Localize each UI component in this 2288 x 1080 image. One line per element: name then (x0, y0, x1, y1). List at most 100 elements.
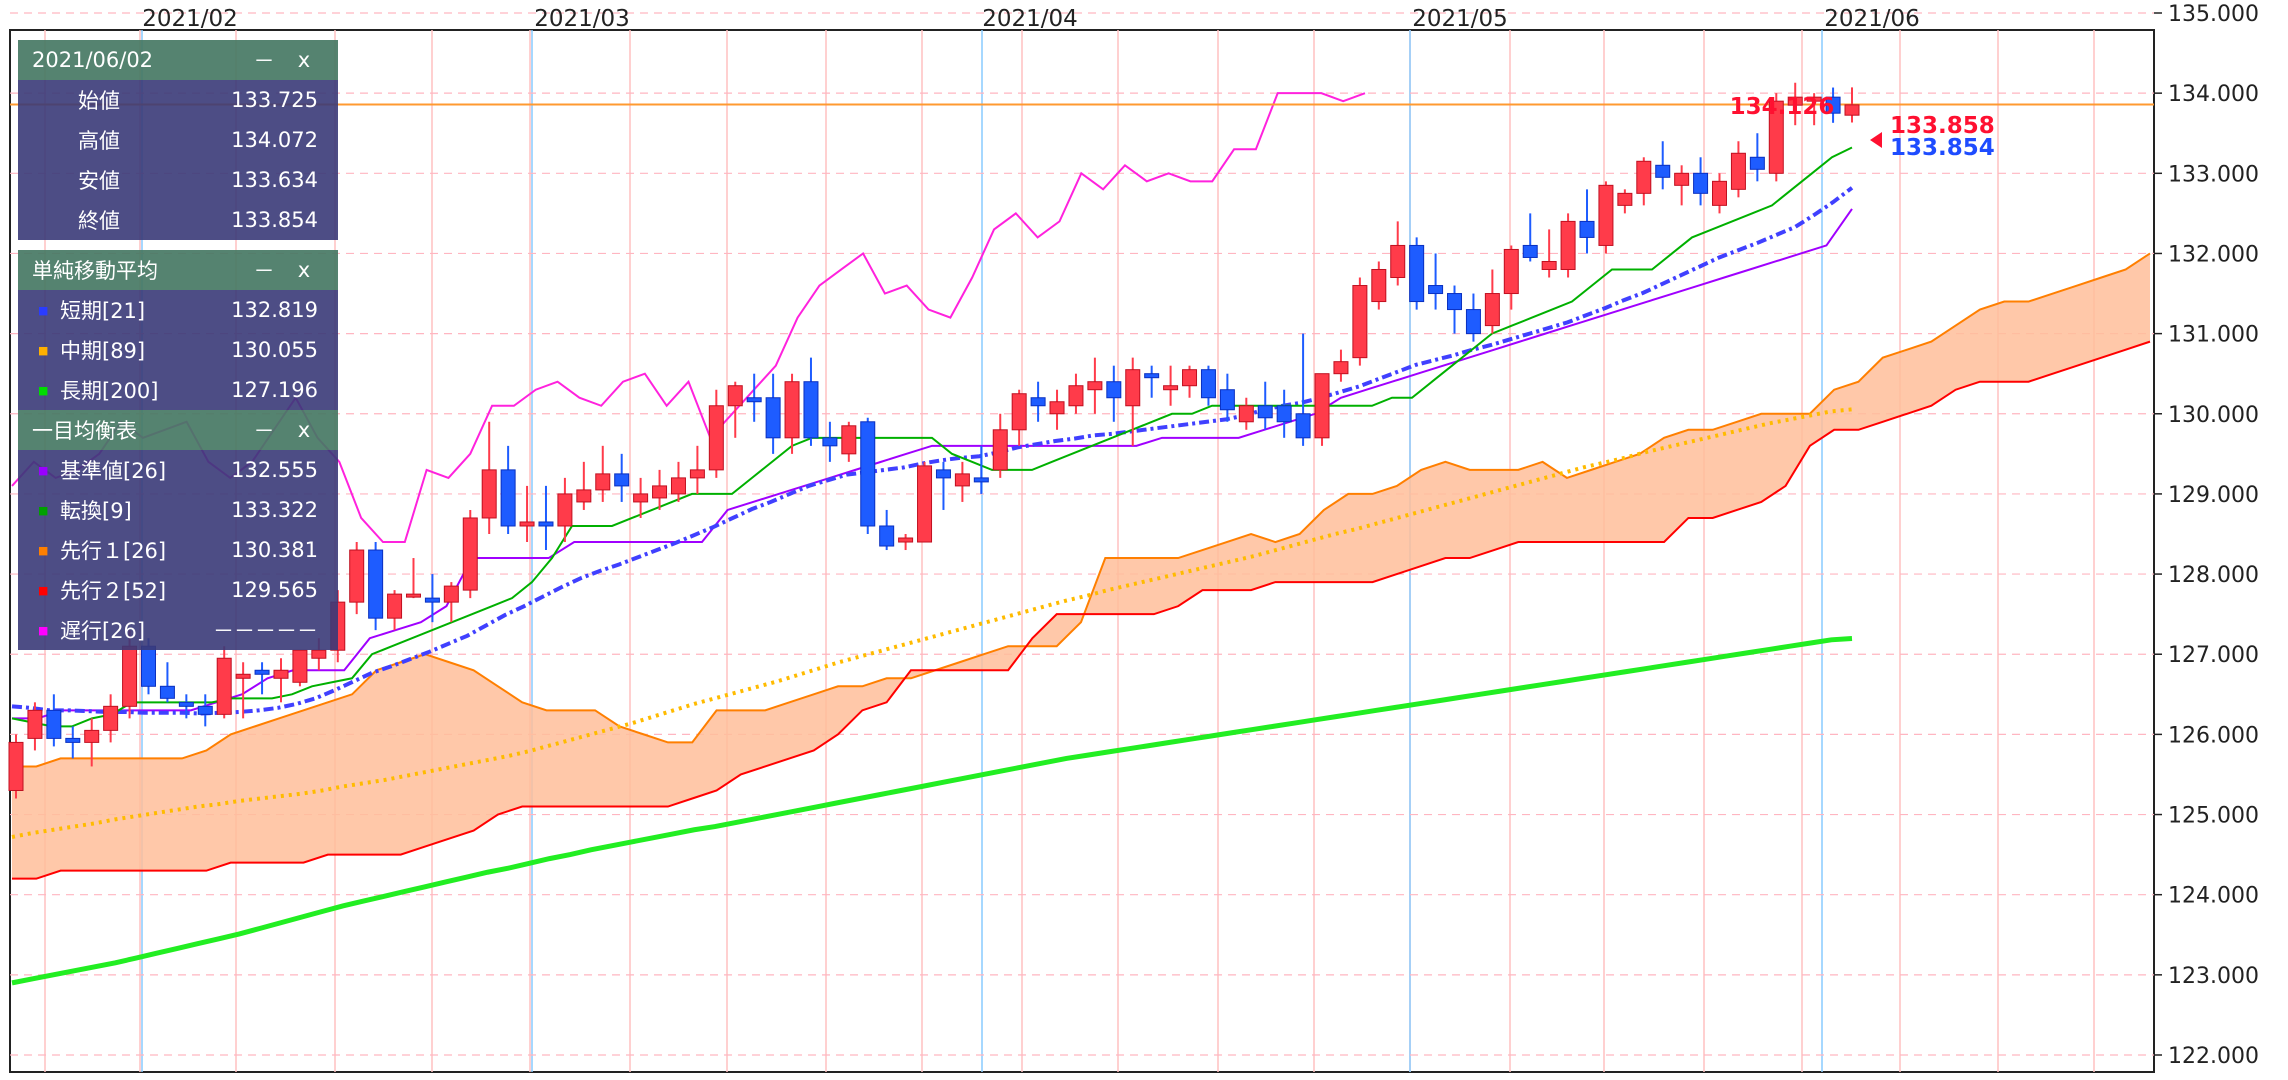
close-button[interactable]: x (297, 48, 311, 72)
y-tick-label: 124.000 (2168, 884, 2259, 909)
last-price-red-label: 133.858 (1890, 113, 1995, 139)
candle-body (765, 397, 781, 439)
y-tick-label: 123.000 (2168, 964, 2259, 989)
candle-body (1674, 172, 1690, 186)
ohlc-row: 高値 134.072 (18, 120, 338, 160)
candle-body (368, 549, 384, 619)
close-button[interactable]: x (297, 258, 311, 282)
ohlc-row-label: 高値 (78, 129, 120, 153)
candle-body (235, 673, 251, 679)
ichimoku-row-label: 基準値[26] (60, 459, 167, 483)
close-button[interactable]: x (297, 418, 311, 442)
candle-body (917, 465, 933, 543)
candle-body (538, 521, 554, 527)
ohlc-row-label: 安値 (78, 169, 120, 193)
y-tick-label: 122.000 (2168, 1044, 2259, 1069)
ichimoku-row-label: 遅行[26] (60, 619, 146, 643)
minimize-button[interactable]: － (253, 419, 275, 443)
ichimoku-row-label: 先行２[52] (60, 579, 167, 603)
candle-body (708, 405, 724, 471)
sma-rows: ■ 短期[21] 132.819 ■ 中期[89] 130.055 ■ 長期[200] 127.… (18, 290, 338, 410)
candle-body (1428, 285, 1444, 295)
ichimoku-row: ■ 先行２[52] 129.565 (18, 570, 338, 610)
candle-body (1068, 385, 1084, 407)
candle-body (1806, 96, 1822, 102)
candle-body (633, 493, 649, 503)
ohlc-row-value: 134.072 (231, 128, 318, 152)
candle-body (1182, 369, 1198, 387)
ohlc-row: 安値 133.634 (18, 160, 338, 200)
candle-body (1768, 100, 1784, 174)
candle-body (879, 525, 895, 547)
candle-body (1712, 180, 1728, 206)
candle-body (159, 685, 175, 699)
ichimoku-row-label: 転換[9] (60, 499, 132, 523)
candle-body (1560, 220, 1576, 270)
y-tick-label: 131.000 (2168, 323, 2259, 348)
sma-row: ■ 長期[200] 127.196 (18, 370, 338, 410)
ohlc-panel-title: 2021/06/02 (32, 48, 154, 72)
ohlc-panel-header: 2021/06/02 － x (18, 40, 338, 80)
ohlc-panel: 2021/06/02 － x 始値 133.725 高値 134.072 安値 133.6… (18, 40, 338, 240)
candle-body (727, 385, 743, 407)
candle-body (1011, 393, 1027, 431)
y-tick-label: 134.000 (2168, 82, 2259, 107)
y-tick-label: 133.000 (2168, 162, 2259, 187)
candle-body (1730, 152, 1746, 190)
candle-body (1447, 293, 1463, 311)
candle-body (576, 489, 592, 503)
candle-body (1484, 293, 1500, 327)
ichimoku-row: ■ 先行１[26] 130.381 (18, 530, 338, 570)
candle-body (216, 657, 232, 715)
minimize-button[interactable]: － (253, 49, 275, 73)
candle-body (1314, 373, 1330, 439)
candle-body (197, 705, 213, 715)
sma-panel-title: 単純移動平均 (32, 259, 158, 283)
candle-body (1825, 96, 1841, 114)
candle-body (481, 469, 497, 519)
candle-body (84, 729, 100, 743)
senkou-b-line (12, 340, 2151, 880)
ichimoku-row-label: 先行１[26] (60, 539, 167, 563)
series-marker-icon: ■ (38, 583, 49, 597)
candle-body (1200, 369, 1216, 399)
candle-body (1276, 405, 1292, 423)
candle-body (1749, 156, 1765, 170)
candle-body (311, 649, 327, 659)
candle-body (689, 469, 705, 479)
candle-body (746, 397, 762, 403)
candle-body (122, 645, 138, 707)
candle-body (1087, 381, 1103, 391)
candle-body (349, 549, 365, 603)
candle-body (103, 705, 119, 731)
candle-body (1693, 172, 1709, 194)
candle-body (1257, 405, 1273, 419)
candle-body (1465, 309, 1481, 335)
candle-body (652, 485, 668, 499)
candle-body (1333, 361, 1349, 375)
candle-body (1503, 248, 1519, 295)
senkou-a-line (12, 252, 2151, 768)
candle-body (935, 469, 951, 479)
sma-row-value: 132.819 (231, 298, 318, 322)
candle-body (1636, 160, 1652, 194)
ohlc-row-value: 133.854 (231, 208, 318, 232)
minimize-button[interactable]: － (253, 259, 275, 283)
sma-row-value: 127.196 (231, 378, 318, 402)
high-price-label: 134.126 (1730, 94, 1835, 120)
candle-body (1579, 220, 1595, 238)
candle-body (1125, 369, 1141, 407)
candle-body (462, 517, 478, 591)
candle-body (973, 477, 989, 483)
candle-body (1787, 96, 1803, 106)
candle-body (1144, 373, 1160, 379)
series-marker-icon: ■ (38, 623, 49, 637)
ichimoku-row-value: 130.381 (231, 538, 318, 562)
candle-body (1106, 381, 1122, 399)
ichimoku-row-value: 129.565 (231, 578, 318, 602)
y-tick-label: 128.000 (2168, 563, 2259, 588)
sma-panel-header: 単純移動平均 － x (18, 250, 338, 290)
y-tick-label: 129.000 (2168, 483, 2259, 508)
